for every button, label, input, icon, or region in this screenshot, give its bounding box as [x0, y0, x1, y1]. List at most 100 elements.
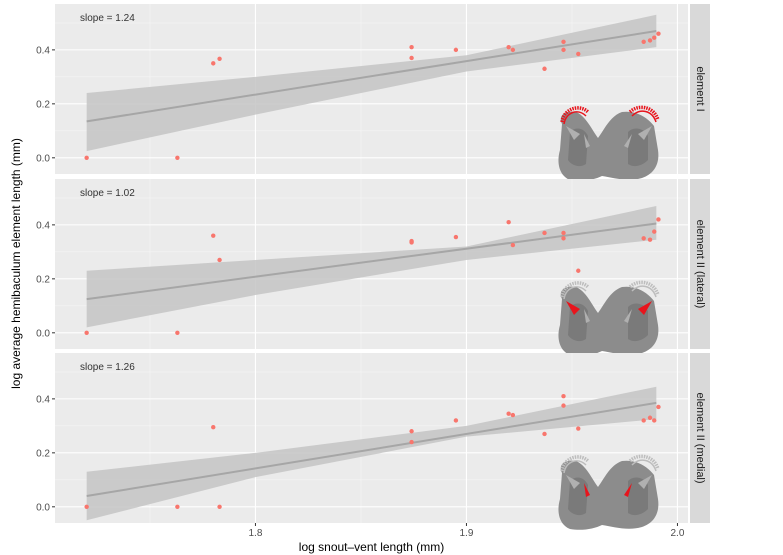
y-tick-label: 0.2 — [36, 274, 50, 285]
element-i-arc — [563, 286, 587, 300]
element-ii-lateral-left — [566, 475, 580, 489]
element-ii-medial-right — [624, 309, 632, 323]
element-ii-medial-right — [624, 483, 632, 497]
facet-panel: 0.0 0.2 0.4 slope = 1.02 element II (lateral… — [36, 179, 710, 356]
facet-strip-label: element I — [694, 66, 706, 111]
data-point — [647, 38, 653, 43]
confidence-ribbon — [86, 205, 657, 328]
slope-annotation: slope = 1.02 — [80, 188, 135, 199]
element-ii-medial-left — [584, 483, 590, 497]
data-point — [211, 233, 216, 238]
data-point — [561, 236, 566, 241]
element-i-spines — [560, 455, 590, 472]
x-tick-label: 1.9 — [459, 528, 473, 539]
hemibaculum-illustration — [558, 454, 660, 530]
panels-layer: 0.0 0.2 0.4 slope = 1.24 element I 0.0 0.2 0.4 s… — [36, 4, 710, 530]
element-i-arc — [631, 459, 657, 472]
element-i-arc — [563, 460, 587, 474]
data-point — [641, 39, 646, 44]
data-point — [84, 330, 89, 336]
data-point — [510, 242, 516, 248]
data-point — [453, 47, 459, 53]
data-point — [561, 47, 566, 53]
data-point — [561, 230, 566, 236]
data-point — [647, 237, 653, 242]
data-point — [542, 230, 547, 236]
facet-strip-label: element II (lateral) — [694, 220, 706, 309]
regression-line — [86, 401, 657, 498]
data-point — [576, 268, 581, 273]
element-ii-medial-left — [584, 134, 590, 148]
facet-strip-label: element II (medial) — [694, 392, 706, 483]
element-ii-medial-left — [584, 309, 590, 323]
data-point — [656, 31, 661, 36]
data-point — [506, 219, 511, 225]
element-ii-medial-right — [624, 134, 632, 148]
confidence-ribbon — [86, 386, 657, 521]
data-point — [561, 39, 566, 44]
data-point — [409, 44, 414, 50]
element-i-spines — [628, 105, 660, 121]
data-point — [652, 229, 657, 234]
data-point — [656, 217, 661, 222]
facet-panel: 0.0 0.2 0.4 slope = 1.26 element II (medial) — [36, 353, 710, 530]
facet-panel: 0.0 0.2 0.4 slope = 1.24 element I — [36, 4, 710, 181]
data-point — [561, 403, 566, 408]
y-tick-label: 0.4 — [36, 45, 50, 56]
data-point — [453, 234, 459, 240]
element-ii-lateral-right — [638, 475, 652, 489]
slope-annotation: slope = 1.24 — [80, 13, 135, 24]
data-point — [409, 55, 414, 61]
y-tick-label: 0.0 — [36, 153, 50, 164]
data-point — [175, 504, 180, 510]
data-point — [217, 504, 222, 510]
data-point — [641, 236, 646, 241]
data-point — [453, 418, 459, 423]
data-point — [656, 404, 661, 410]
data-point — [84, 504, 89, 510]
element-i-spines — [560, 106, 590, 123]
data-point — [652, 35, 657, 40]
facet-strip — [690, 4, 710, 174]
element-ii-lateral-left — [566, 126, 580, 140]
data-point — [542, 66, 547, 71]
slope-annotation: slope = 1.26 — [80, 362, 135, 373]
x-tick-label: 2.0 — [670, 528, 684, 539]
element-i-spines — [628, 280, 660, 296]
data-point — [506, 44, 511, 50]
data-point — [409, 439, 414, 445]
data-point — [84, 155, 89, 161]
data-point — [641, 418, 646, 423]
y-axis-title: log average hemibaculum element length (… — [9, 138, 23, 389]
regression-line — [86, 222, 657, 301]
data-point — [175, 155, 180, 161]
element-i-arc — [631, 110, 657, 123]
x-axis: 1.8 1.9 2.0 — [248, 523, 685, 539]
element-ii-lateral-right — [638, 126, 652, 140]
facet-strip — [690, 353, 710, 523]
data-point — [211, 425, 216, 430]
data-point — [647, 415, 653, 420]
data-point — [542, 431, 547, 437]
element-i-spines — [560, 281, 590, 298]
x-tick-label: 1.8 — [248, 528, 262, 539]
hemibaculum-illustration — [558, 280, 660, 356]
element-i-spines — [628, 454, 660, 470]
y-tick-label: 0.4 — [36, 394, 50, 405]
data-point — [510, 412, 516, 418]
hemibaculum-illustration — [558, 105, 660, 181]
data-point — [211, 61, 216, 66]
data-point — [175, 330, 180, 336]
element-ii-lateral-left — [566, 301, 580, 315]
x-axis-title: log snout–vent length (mm) — [299, 540, 444, 554]
facet-strip — [690, 179, 710, 349]
data-point — [506, 411, 511, 416]
element-i-arc — [631, 285, 657, 298]
data-point — [510, 47, 516, 53]
data-point — [652, 418, 657, 423]
y-tick-label: 0.2 — [36, 99, 50, 110]
element-i-arc — [563, 111, 587, 125]
data-point — [576, 51, 581, 57]
y-tick-label: 0.4 — [36, 220, 50, 231]
